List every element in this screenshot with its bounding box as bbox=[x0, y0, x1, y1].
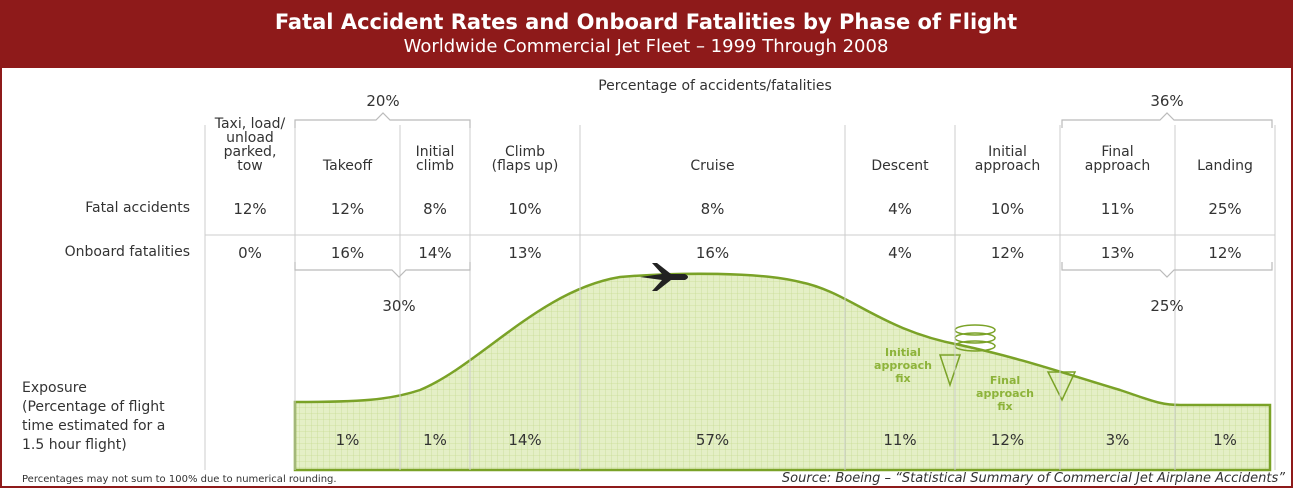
fatal-accidents-value: 10% bbox=[508, 200, 541, 218]
caption: Percentage of accidents/fatalities bbox=[598, 78, 832, 94]
annotation: fix bbox=[997, 400, 1012, 413]
fatal-accidents-value: 11% bbox=[1101, 200, 1134, 218]
onboard-fatalities-value: 4% bbox=[888, 244, 912, 262]
phase-name: tow bbox=[237, 158, 263, 174]
phase-name: Cruise bbox=[690, 158, 734, 174]
phase-name: Takeoff bbox=[322, 158, 373, 174]
onboard-fatalities-value: 16% bbox=[331, 244, 364, 262]
onboard-fatalities-value: 14% bbox=[418, 244, 451, 262]
annotation: approach bbox=[976, 387, 1034, 400]
exposure-value: 1% bbox=[423, 431, 447, 449]
row-label: Exposure bbox=[22, 380, 87, 396]
exposure-value: 1% bbox=[1213, 431, 1237, 449]
fatal-accidents-value: 8% bbox=[423, 200, 447, 218]
onboard-fatalities-value: 0% bbox=[238, 244, 262, 262]
annotation: fix bbox=[895, 372, 910, 385]
exposure-value: 57% bbox=[696, 431, 729, 449]
title: Fatal Accident Rates and Onboard Fatalit… bbox=[275, 10, 1017, 34]
row-label: time estimated for a bbox=[22, 418, 165, 434]
onboard-fatalities-value: 13% bbox=[508, 244, 541, 262]
fatal-accidents-value: 25% bbox=[1208, 200, 1241, 218]
fatal-accidents-value: 8% bbox=[701, 200, 725, 218]
phase-name: approach bbox=[1085, 158, 1151, 174]
phase-name: climb bbox=[416, 158, 454, 174]
group-label: 36% bbox=[1150, 92, 1183, 110]
fatal-accidents-value: 12% bbox=[331, 200, 364, 218]
phase-name: (flaps up) bbox=[492, 158, 559, 174]
annotation: Initial bbox=[885, 346, 921, 359]
exposure-value: 12% bbox=[991, 431, 1024, 449]
row-label: 1.5 hour flight) bbox=[22, 437, 127, 453]
group-label: 25% bbox=[1150, 297, 1183, 315]
row-label: Fatal accidents bbox=[85, 200, 190, 216]
fatal-accidents-value: 4% bbox=[888, 200, 912, 218]
fatal-accidents-value: 12% bbox=[233, 200, 266, 218]
row-label: Onboard fatalities bbox=[65, 244, 190, 260]
group-label: 30% bbox=[382, 297, 415, 315]
onboard-fatalities-value: 12% bbox=[1208, 244, 1241, 262]
annotation: Final bbox=[990, 374, 1020, 387]
exposure-value: 1% bbox=[336, 431, 360, 449]
onboard-fatalities-value: 16% bbox=[696, 244, 729, 262]
onboard-fatalities-value: 12% bbox=[991, 244, 1024, 262]
exposure-value: 3% bbox=[1106, 431, 1130, 449]
phase-name: Descent bbox=[871, 158, 929, 174]
phase-name: Landing bbox=[1197, 158, 1253, 174]
row-label: (Percentage of flight bbox=[22, 399, 165, 415]
exposure-value: 14% bbox=[508, 431, 541, 449]
exposure-value: 11% bbox=[883, 431, 916, 449]
fatal-accidents-value: 10% bbox=[991, 200, 1024, 218]
source: Source: Boeing – “Statistical Summary of… bbox=[782, 471, 1285, 486]
group-label: 20% bbox=[366, 92, 399, 110]
annotation: approach bbox=[874, 359, 932, 372]
phase-name: approach bbox=[975, 158, 1041, 174]
subtitle: Worldwide Commercial Jet Fleet – 1999 Th… bbox=[404, 36, 889, 57]
footnote: Percentages may not sum to 100% due to n… bbox=[22, 474, 337, 485]
infographic: Fatal Accident Rates and Onboard Fatalit… bbox=[0, 0, 1293, 488]
onboard-fatalities-value: 13% bbox=[1101, 244, 1134, 262]
